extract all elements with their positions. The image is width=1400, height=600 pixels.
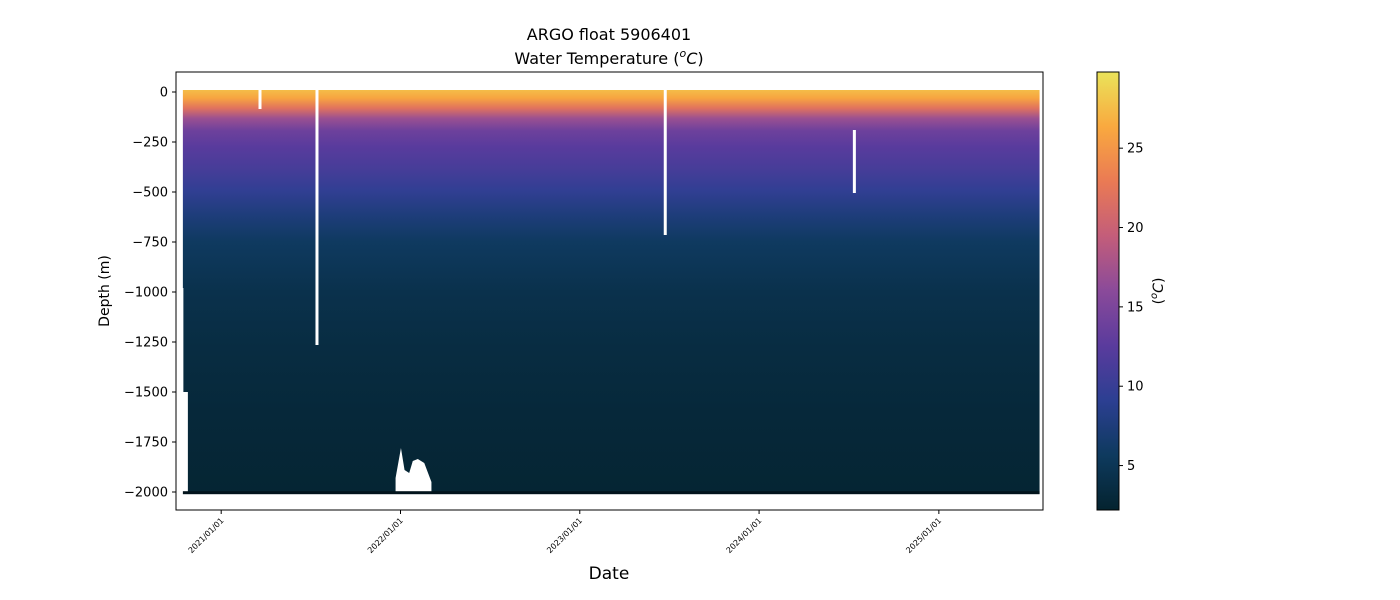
y-tick-label: −1750	[124, 436, 168, 451]
y-tick-label: −2000	[124, 486, 168, 501]
plot-frame	[175, 71, 1044, 511]
colorbar-label: (oC)	[1149, 278, 1167, 305]
profile-bottom-edge	[182, 491, 1040, 495]
x-tick-label: 2024/01/01	[725, 516, 764, 555]
colorbar-axis: 5 10 15 20 25	[1119, 142, 1144, 474]
y-tick-label: 0	[160, 86, 168, 101]
y-tick-label: −500	[132, 186, 168, 201]
y-tick-label: −750	[132, 236, 168, 251]
x-tick-label: 2021/01/01	[187, 516, 226, 555]
colorbar-tick-label: 25	[1127, 142, 1144, 157]
y-tick-label: −1500	[124, 386, 168, 401]
missing-data-gap-3	[852, 130, 856, 193]
y-tick-label: −250	[132, 136, 168, 151]
x-tick-label: 2023/01/01	[545, 516, 584, 555]
gap-layer	[258, 89, 856, 345]
missing-data-gap-1	[315, 89, 319, 345]
x-tick-label: 2025/01/01	[904, 516, 943, 555]
y-axis: 0 −250 −500 −750 −1000 −1250 −1500 −1750 −2000	[124, 86, 176, 501]
y-axis-label: Depth (m)	[97, 255, 113, 327]
chart-title: ARGO float 5906401	[527, 25, 691, 44]
colorbar	[1096, 71, 1120, 511]
colorbar-tick-label: 10	[1127, 380, 1144, 395]
colorbar-tick-label: 20	[1127, 221, 1144, 236]
y-tick-label: −1000	[124, 286, 168, 301]
x-axis: 2021/01/01 2022/01/01 2023/01/01 2024/01/01…	[187, 510, 943, 555]
chart-subtitle: Water Temperature (oC)	[514, 47, 703, 68]
heatmap-layer	[181, 90, 1040, 510]
shallow-profiles-mask	[395, 448, 432, 510]
colorbar-tick-label: 5	[1127, 459, 1135, 474]
x-tick-label: 2022/01/01	[366, 516, 405, 555]
x-axis-label: Date	[589, 564, 630, 584]
early-profile-edge	[181, 288, 184, 392]
temperature-field	[182, 90, 1040, 494]
missing-data-gap-2	[663, 89, 667, 235]
y-tick-label: −1250	[124, 336, 168, 351]
colorbar-tick-label: 15	[1127, 300, 1144, 315]
missing-data-gap-0	[258, 89, 262, 109]
early-shallow-profile-mask	[181, 392, 188, 498]
